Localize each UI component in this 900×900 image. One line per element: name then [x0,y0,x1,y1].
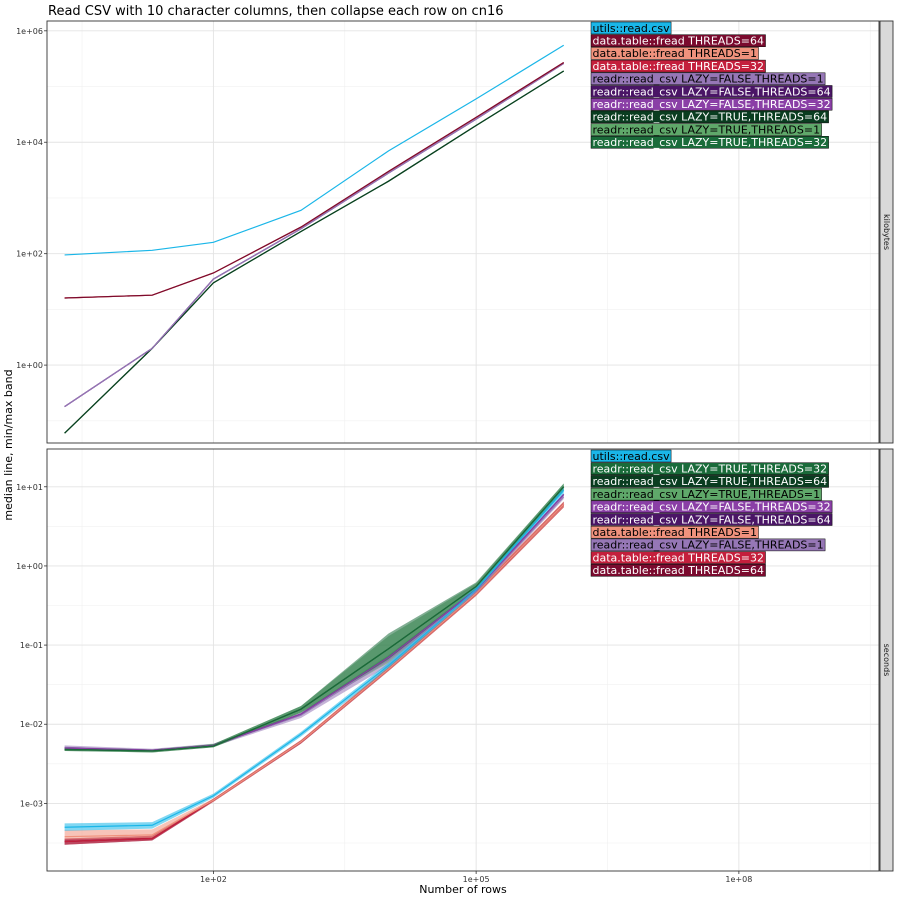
y-axis-title: median line, min/max band [2,369,15,520]
y-tick-label: 1e+00 [16,562,43,571]
label-readr-read-csv-lazy-true-threads-32: readr::read_csv LAZY=TRUE,THREADS=32 [593,136,828,149]
label-readr-read-csv-lazy-false-threads-32: readr::read_csv LAZY=FALSE,THREADS=32 [593,98,831,111]
label-data-table-fread-threads-1: data.table::fread THREADS=1 [593,526,757,539]
strip-background [879,448,894,872]
line-utils-read-csv [64,44,565,256]
label-bg-data-table-fread-threads-32 [590,59,766,73]
label-bg-data-table-fread-threads-1 [590,525,759,539]
x-tick-label: 1e+08 [725,875,752,884]
label-readr-read-csv-lazy-false-threads-1: readr::read_csv LAZY=FALSE,THREADS=1 [593,73,824,86]
label-bg-readr-read-csv-lazy-true-threads-1 [590,123,822,136]
strip-seconds: seconds [879,448,894,872]
label-bg-readr-read-csv-lazy-false-threads-64 [590,85,833,98]
label-bg-readr-read-csv-lazy-false-threads-32 [590,97,833,111]
line-data-table-fread-threads-64 [64,61,565,299]
label-bg-utils-read-csv [590,449,672,463]
label-bg-data-table-fread-threads-32 [590,551,766,564]
label-bg-readr-read-csv-lazy-false-threads-1 [590,538,826,552]
label-readr-read-csv-lazy-true-threads-1: readr::read_csv LAZY=TRUE,THREADS=1 [593,488,821,501]
label-bg-readr-read-csv-lazy-false-threads-32 [590,500,833,514]
panel-border [46,20,880,444]
x-axis-title: Number of rows [419,883,507,896]
panel-data [64,44,565,434]
x-tick-label: 1e+02 [200,875,227,884]
label-readr-read-csv-lazy-false-threads-64: readr::read_csv LAZY=FALSE,THREADS=64 [593,85,831,98]
line-data-table-fread-threads-1 [64,503,565,838]
label-utils-read-csv: utils::read.csv [593,450,671,463]
panels: 1e+001e+021e+041e+06kilobytesutils::read… [16,20,894,884]
label-bg-readr-read-csv-lazy-true-threads-1 [590,487,822,501]
label-data-table-fread-threads-32: data.table::fread THREADS=32 [593,60,764,73]
label-bg-readr-read-csv-lazy-true-threads-64 [590,110,829,124]
x-axis: 1e+02 1e+05 1e+08 [200,871,752,884]
y-tick-label: 1e-03 [20,799,43,808]
panel-border [46,448,880,872]
label-data-table-fread-threads-32: data.table::fread THREADS=32 [593,551,764,564]
label-bg-readr-read-csv-lazy-true-threads-64 [590,475,829,488]
strip-label: kilobytes [882,214,891,250]
y-tick-label: 1e-01 [20,641,43,650]
label-bg-data-table-fread-threads-64 [590,564,766,577]
y-tick-label: 1e+02 [16,250,43,259]
line-readr-read-csv-lazy-true-threads-32 [64,486,565,752]
strip-kilobytes: kilobytes [879,20,894,444]
label-utils-read-csv: utils::read.csv [593,22,671,35]
panel-data [64,483,565,845]
label-bg-readr-read-csv-lazy-false-threads-1 [590,72,826,86]
label-bg-readr-read-csv-lazy-true-threads-32 [590,136,829,149]
band-readr-read-csv-lazy-true-threads-32 [64,483,564,753]
label-readr-read-csv-lazy-false-threads-32: readr::read_csv LAZY=FALSE,THREADS=32 [593,501,831,514]
strip-label: seconds [882,644,891,677]
label-bg-data-table-fread-threads-1 [590,47,759,60]
label-bg-readr-read-csv-lazy-false-threads-64 [590,513,833,526]
label-bg-utils-read-csv [590,21,672,35]
label-data-table-fread-threads-64: data.table::fread THREADS=64 [593,35,764,48]
strip-background [879,20,894,444]
y-tick-label: 1e+01 [16,483,43,492]
label-readr-read-csv-lazy-false-threads-64: readr::read_csv LAZY=FALSE,THREADS=64 [593,513,831,526]
line-readr-read-csv-lazy-false-threads-1 [64,62,565,408]
line-utils-read-csv [64,489,565,828]
label-readr-read-csv-lazy-false-threads-1: readr::read_csv LAZY=FALSE,THREADS=1 [593,539,824,552]
label-data-table-fread-threads-64: data.table::fread THREADS=64 [593,564,764,577]
y-tick-label: 1e+04 [16,138,43,147]
label-bg-data-table-fread-threads-64 [590,34,766,47]
x-tick-label: 1e+05 [463,875,490,884]
label-data-table-fread-threads-1: data.table::fread THREADS=1 [593,47,757,60]
y-tick-label: 1e-02 [20,720,43,729]
y-tick-label: 1e+06 [16,27,43,36]
label-readr-read-csv-lazy-true-threads-64: readr::read_csv LAZY=TRUE,THREADS=64 [593,475,828,488]
label-readr-read-csv-lazy-true-threads-1: readr::read_csv LAZY=TRUE,THREADS=1 [593,123,821,136]
label-readr-read-csv-lazy-true-threads-32: readr::read_csv LAZY=TRUE,THREADS=32 [593,463,828,476]
y-tick-label: 1e+00 [16,361,43,370]
label-readr-read-csv-lazy-true-threads-64: readr::read_csv LAZY=TRUE,THREADS=64 [593,111,828,124]
chart-title: Read CSV with 10 character columns, then… [48,4,503,19]
label-bg-readr-read-csv-lazy-true-threads-32 [590,462,829,475]
